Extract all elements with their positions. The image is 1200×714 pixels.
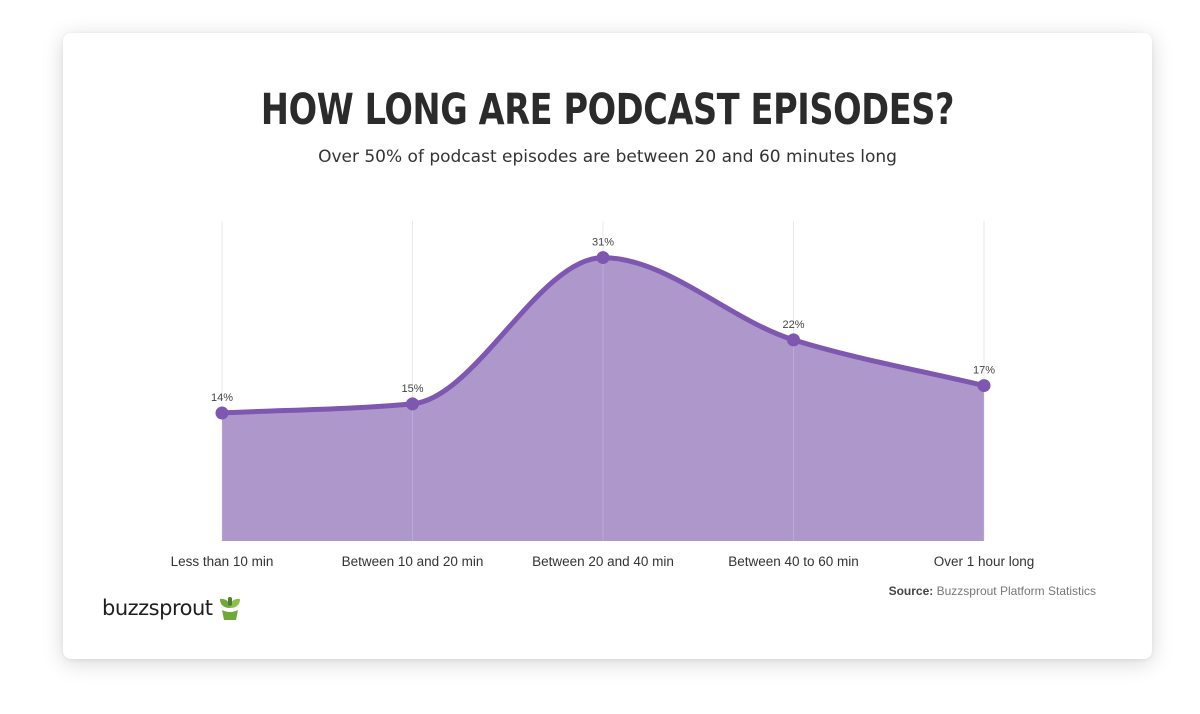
source-label: Source: (888, 584, 934, 598)
data-point-3 (787, 333, 800, 347)
data-point-4 (977, 379, 991, 393)
data-point-0 (215, 406, 229, 420)
category-label-3: Between 40 to 60 min (728, 554, 859, 569)
sprout-icon (219, 597, 240, 620)
buzzsprout-logo: buzzsprout (102, 593, 242, 623)
brand-name: buzzsprout (102, 596, 213, 620)
category-label-4: Over 1 hour long (934, 554, 1035, 569)
source-note: Source: Buzzsprout Platform Statistics (889, 584, 1096, 598)
data-label-0: 14% (211, 392, 233, 404)
category-label-2: Between 20 and 40 min (532, 554, 674, 569)
category-label-0: Less than 10 min (171, 554, 274, 569)
source-text: Buzzsprout Platform Statistics (936, 584, 1096, 598)
data-point-1 (406, 397, 419, 411)
page-title: HOW LONG ARE PODCAST EPISODES? (260, 85, 955, 135)
page-subtitle: Over 50% of podcast episodes are between… (318, 147, 897, 167)
data-label-2: 31% (592, 237, 614, 249)
category-label-1: Between 10 and 20 min (342, 554, 484, 569)
data-label-3: 22% (782, 319, 804, 331)
area-fill (222, 257, 984, 541)
chart-card: HOW LONG ARE PODCAST EPISODES? Over 50% … (63, 33, 1152, 659)
data-point-2 (596, 251, 610, 265)
area-chart: 14% Less than 10 min 15% Between 10 and 20 … (171, 221, 1035, 569)
data-label-4: 17% (973, 365, 995, 377)
data-label-1: 15% (401, 383, 423, 395)
